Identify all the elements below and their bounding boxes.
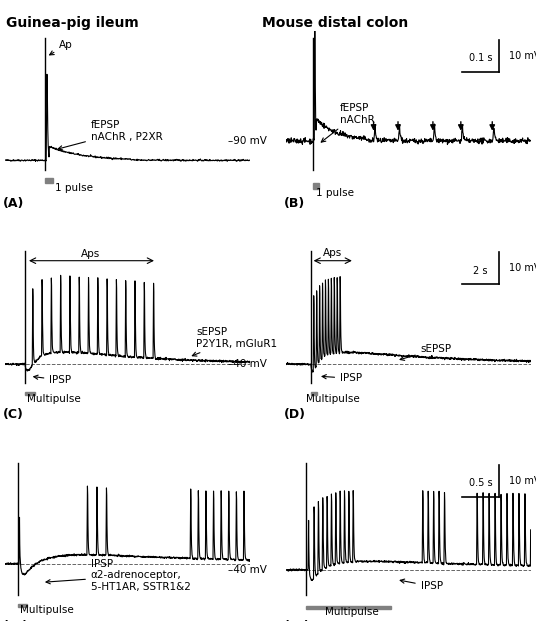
Text: 10 mV: 10 mV bbox=[509, 263, 536, 273]
Text: fEPSP
nAChR: fEPSP nAChR bbox=[321, 103, 375, 142]
Text: (C): (C) bbox=[3, 407, 24, 420]
Bar bbox=[312, 183, 319, 189]
Text: IPSP: IPSP bbox=[322, 373, 362, 383]
Text: Aps: Aps bbox=[323, 248, 343, 258]
Text: Mouse distal colon: Mouse distal colon bbox=[262, 16, 408, 30]
Text: 2 s: 2 s bbox=[473, 266, 488, 276]
Text: (D): (D) bbox=[284, 407, 306, 420]
Text: 1 pulse: 1 pulse bbox=[316, 188, 354, 198]
Bar bbox=[306, 605, 391, 609]
Text: Multipulse: Multipulse bbox=[27, 394, 81, 404]
Text: 10 mV: 10 mV bbox=[509, 51, 536, 61]
Text: fEPSP
nAChR , P2XR: fEPSP nAChR , P2XR bbox=[58, 120, 162, 150]
Text: Multipulse: Multipulse bbox=[306, 394, 360, 404]
Text: (D’): (D’) bbox=[284, 620, 311, 621]
Bar bbox=[45, 178, 53, 183]
Text: 0.1 s: 0.1 s bbox=[469, 53, 492, 63]
Text: Multipulse: Multipulse bbox=[20, 605, 74, 615]
Text: –90 mV: –90 mV bbox=[228, 136, 267, 146]
Bar bbox=[311, 392, 317, 395]
Bar bbox=[25, 392, 35, 395]
Text: –40 mV: –40 mV bbox=[228, 565, 267, 575]
Text: (B): (B) bbox=[284, 197, 305, 209]
Text: 1 pulse: 1 pulse bbox=[55, 183, 93, 193]
Text: –40 mV: –40 mV bbox=[228, 359, 267, 369]
Text: sEPSP
P2Y1R, mGluR1: sEPSP P2Y1R, mGluR1 bbox=[192, 327, 277, 356]
Text: (C’): (C’) bbox=[3, 620, 29, 621]
Text: 10 mV: 10 mV bbox=[509, 476, 536, 486]
Text: 0.5 s: 0.5 s bbox=[469, 478, 493, 488]
Text: IPSP: IPSP bbox=[34, 375, 71, 385]
Text: sEPSP: sEPSP bbox=[400, 344, 452, 360]
Text: Ap: Ap bbox=[50, 40, 73, 55]
Text: Guinea-pig ileum: Guinea-pig ileum bbox=[6, 16, 139, 30]
Bar bbox=[18, 604, 27, 607]
Text: IPSP: IPSP bbox=[400, 579, 443, 591]
Text: (A): (A) bbox=[3, 197, 24, 209]
Text: IPSP
α2-adrenoceptor,
5-HT1AR, SSTR1&2: IPSP α2-adrenoceptor, 5-HT1AR, SSTR1&2 bbox=[46, 559, 191, 592]
Text: Aps: Aps bbox=[81, 249, 100, 259]
Text: Multipulse: Multipulse bbox=[325, 607, 379, 617]
